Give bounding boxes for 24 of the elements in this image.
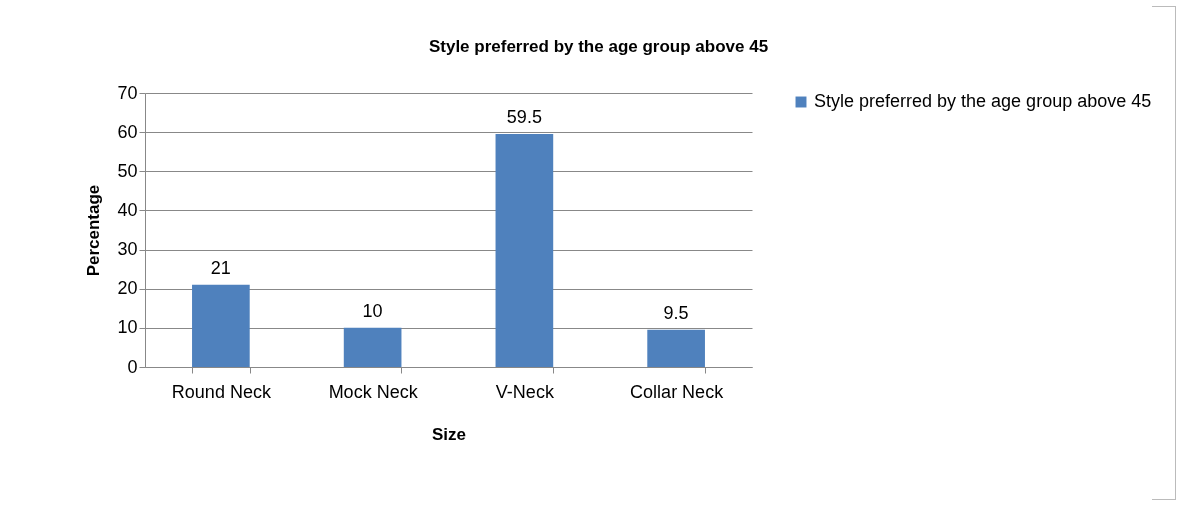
data-label: 10 [362, 300, 383, 321]
x-axis-title: Size [431, 424, 467, 444]
data-label: 59.5 [506, 107, 542, 128]
bar [192, 284, 250, 367]
bar [647, 329, 705, 367]
x-tick-label: Round Neck [171, 381, 272, 402]
y-tick-label: 40 [117, 199, 138, 220]
y-tick-label: 20 [117, 278, 138, 299]
bar [343, 327, 402, 367]
x-tick-label: Collar Neck [630, 381, 725, 402]
y-tick-label: 0 [127, 356, 138, 377]
x-tick-label: Mock Neck [328, 381, 419, 402]
data-label: 9.5 [663, 302, 689, 323]
y-tick-label: 10 [117, 317, 138, 338]
data-label: 21 [210, 257, 231, 278]
x-tick-label: V-Neck [495, 381, 555, 402]
y-tick-label: 50 [117, 160, 138, 181]
y-tick-label: 60 [117, 121, 138, 142]
y-tick-label: 30 [117, 239, 138, 260]
chart-title: Style preferred by the age group above 45 [428, 37, 769, 56]
legend-label: Style preferred by the age group above 45 [814, 91, 1152, 111]
y-tick-label: 70 [117, 82, 138, 103]
y-axis-title: Percentage [84, 184, 104, 277]
bar [495, 134, 554, 367]
